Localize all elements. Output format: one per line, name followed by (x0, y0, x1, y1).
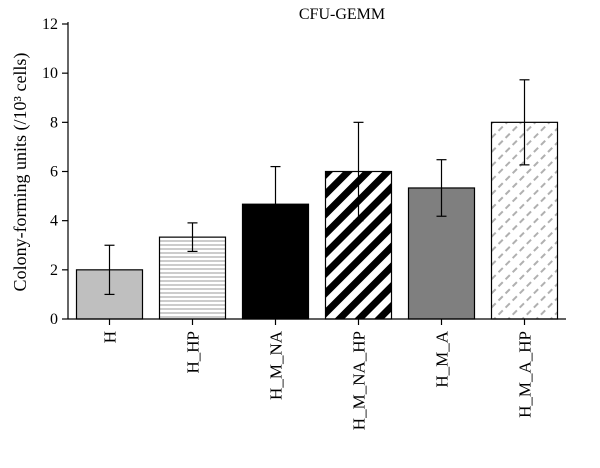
x-axis: H H_HP H_M_NA H_M_NA_HP H_M_A H_M_A_HP (68, 318, 566, 430)
y-tick-label: 2 (50, 262, 58, 279)
y-tick-label: 8 (50, 114, 58, 131)
bars-group (75, 121, 559, 320)
y-tick-label: 10 (42, 65, 58, 82)
y-tick-label: 6 (50, 164, 58, 181)
x-tick-label: H (101, 331, 120, 343)
y-axis-label: Colony-forming units (/10³ cells) (10, 53, 31, 292)
error-bar (187, 222, 198, 252)
error-bar (270, 165, 281, 243)
error-bar (436, 159, 447, 217)
bar-h-m-na-hp (324, 170, 393, 320)
error-bars-group (104, 79, 530, 296)
error-bar (519, 79, 530, 166)
x-tick-label: H_HP (184, 331, 203, 374)
x-tick-label: H_M_NA_HP (350, 331, 369, 430)
y-axis: 0 2 4 6 8 10 12 (42, 16, 69, 328)
x-tick-label: H_M_A_HP (516, 331, 535, 418)
y-tick-label: 0 (50, 311, 58, 328)
chart-title: CFU-GEMM (299, 6, 385, 23)
y-tick-label: 12 (42, 16, 58, 33)
error-bar (353, 121, 364, 222)
y-tick-label: 4 (50, 213, 58, 230)
x-tick-label: H_M_A (433, 330, 452, 387)
x-tick-label: H_M_NA (267, 330, 286, 400)
error-bar (104, 244, 115, 296)
